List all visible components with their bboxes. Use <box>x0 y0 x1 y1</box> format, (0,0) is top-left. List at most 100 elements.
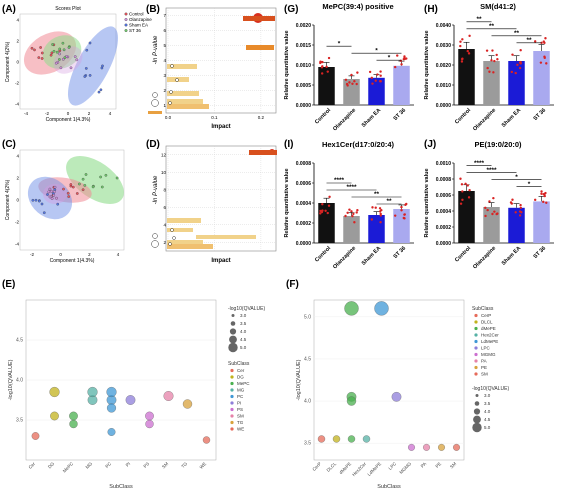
score-point <box>83 184 87 187</box>
legend-marker <box>230 388 234 392</box>
significance-label: ** <box>514 30 520 37</box>
legend-marker <box>124 29 128 32</box>
panel-label-h: (H) <box>424 4 438 15</box>
score-point <box>69 66 73 70</box>
bar-chart-title: PE(19:0/20:0) <box>474 140 522 149</box>
score-point <box>104 173 108 177</box>
panel-label-e: (E) <box>2 279 15 290</box>
data-point <box>321 203 324 206</box>
data-point <box>325 65 328 69</box>
score-point <box>39 46 42 49</box>
score-point <box>46 193 49 196</box>
scores-dots-c <box>31 173 119 215</box>
data-point <box>346 211 349 214</box>
y-tick-label: 4.5 <box>304 356 311 362</box>
score-point <box>75 192 79 195</box>
data-point <box>519 203 522 207</box>
data-point <box>545 62 548 65</box>
data-point <box>460 183 464 186</box>
legend-title: -log10(QVALUE) <box>472 386 509 392</box>
x-tick-label: 0.1 <box>211 115 218 120</box>
y-tick-label: 2 <box>163 240 166 245</box>
x-tick-label: LPC <box>387 461 397 471</box>
bubble <box>344 301 359 316</box>
score-point <box>50 51 54 55</box>
score-point <box>67 46 71 49</box>
bar-chart-j: PE(19:0/20:0) Relative quantitative value… <box>424 140 554 270</box>
data-point <box>459 40 462 43</box>
y-tick-label: 6 <box>163 28 166 33</box>
bar <box>368 77 385 105</box>
legend-title: SubClass <box>472 306 494 312</box>
bubble <box>106 403 117 413</box>
y-tick-label: 0.0020 <box>436 63 452 69</box>
legend-marker <box>230 427 234 431</box>
legend-label: dMePE <box>481 326 496 331</box>
x-tick-label: -4 <box>24 111 28 116</box>
data-point <box>519 206 522 210</box>
data-point <box>540 190 543 193</box>
pathway-d-label-3 <box>167 228 193 232</box>
x-tick-label: 4 <box>109 111 112 116</box>
legend-marker <box>474 372 478 376</box>
data-point <box>459 202 463 205</box>
significance-label: * <box>388 54 391 61</box>
score-point <box>75 58 79 62</box>
data-point <box>393 65 397 69</box>
legend-label: CerP <box>481 313 491 318</box>
data-point <box>496 58 499 61</box>
bubble <box>145 411 154 421</box>
legend-label: DG <box>237 375 244 380</box>
data-point <box>467 196 471 199</box>
x-tick-label: Olanzapine <box>472 245 497 270</box>
scores-plot-c: Component 1(4.3%) Component 4(2%) -2 0 2 4-… <box>5 149 125 264</box>
bar <box>483 207 500 243</box>
bar-chart-i: Hex1Cer(d17:0/20:4) Relative quantitative… <box>284 140 414 270</box>
bar-chart-ylabel: Relative quantitative value <box>424 30 430 99</box>
y-tick-label: 1 <box>163 103 166 108</box>
x-tick-label: DG <box>47 461 56 470</box>
legend-label: MG <box>237 388 245 393</box>
score-point <box>55 50 59 54</box>
significance-label: * <box>515 174 518 181</box>
score-point <box>49 53 53 57</box>
y-tick-label: 0.0008 <box>296 161 312 167</box>
bubble <box>374 301 389 316</box>
significance-label: ** <box>386 198 392 205</box>
pathway-d-label-6 <box>167 244 213 249</box>
data-point <box>518 214 522 217</box>
legend-marker <box>474 326 478 331</box>
y-tick-label: 0.0002 <box>296 221 312 227</box>
score-point <box>62 187 65 191</box>
bubble <box>391 391 402 402</box>
score-point <box>115 176 119 180</box>
y-tick-label: 0.0010 <box>296 63 312 69</box>
data-point <box>353 221 356 224</box>
x-tick-label: Cer <box>28 461 37 470</box>
bar <box>458 49 475 105</box>
score-point <box>50 189 53 193</box>
pathway-b-point-4 <box>175 78 179 82</box>
bubble <box>125 395 136 405</box>
data-point <box>353 80 356 83</box>
bubble <box>202 436 211 444</box>
legend-label: PI <box>237 401 241 406</box>
y-tick-label: 4.0 <box>16 378 23 384</box>
x-tick-label: Sham EA <box>501 107 522 128</box>
data-point <box>356 71 359 74</box>
score-point <box>81 177 85 181</box>
bubble-xlabel: SubClass <box>109 484 133 490</box>
legend-size-marker <box>474 401 480 406</box>
data-point <box>374 206 377 209</box>
score-point <box>48 187 52 191</box>
pathway-d-ticks: 2 4 6 8 10 12 <box>161 152 167 245</box>
data-point <box>511 198 514 201</box>
data-point <box>402 216 405 220</box>
data-point <box>495 53 498 57</box>
y-tick-label: 2 <box>163 88 166 93</box>
data-point <box>405 57 408 60</box>
legend-size-marker <box>231 314 235 317</box>
data-point <box>533 40 537 43</box>
